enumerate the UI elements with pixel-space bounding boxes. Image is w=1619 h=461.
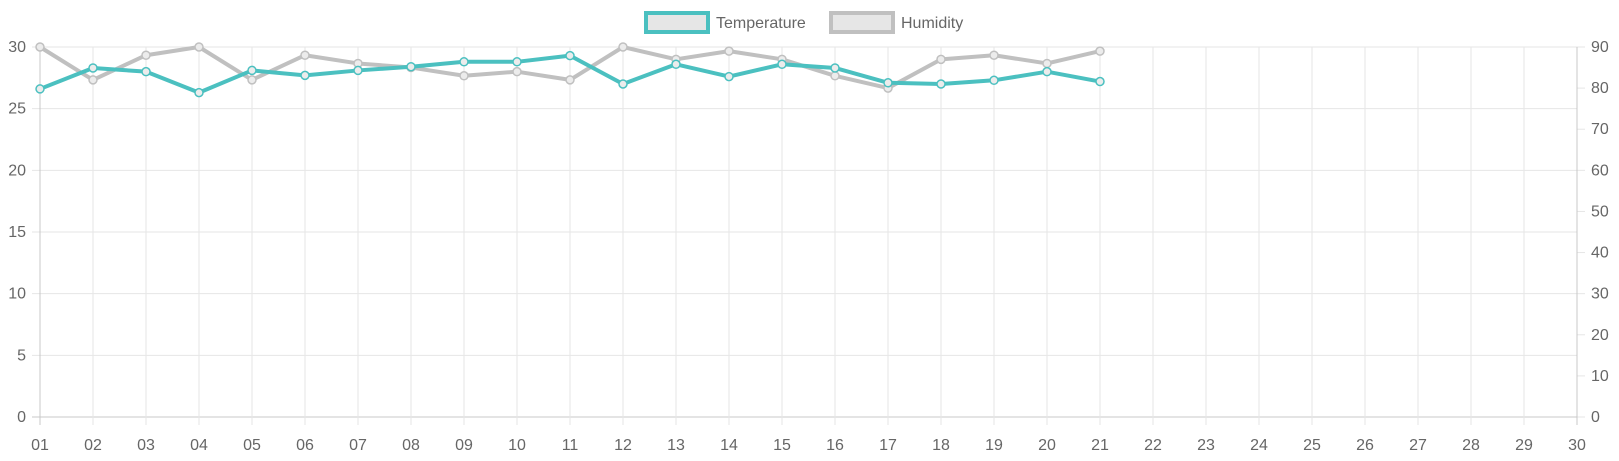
temperature-point[interactable] bbox=[936, 79, 946, 89]
x-tick-label: 23 bbox=[1197, 437, 1215, 454]
humidity-point[interactable] bbox=[1042, 58, 1052, 69]
temperature-point[interactable] bbox=[777, 59, 787, 70]
x-tick-label: 10 bbox=[508, 437, 526, 454]
temperature-point[interactable] bbox=[247, 65, 257, 76]
humidity-point[interactable] bbox=[618, 42, 628, 52]
y-right-tick-label: 40 bbox=[1591, 245, 1609, 262]
humidity-point[interactable] bbox=[1095, 46, 1105, 56]
x-tick-label: 07 bbox=[349, 437, 367, 454]
humidity-point[interactable] bbox=[565, 75, 575, 85]
x-tick-label: 14 bbox=[720, 437, 738, 454]
humidity-point[interactable] bbox=[724, 46, 734, 56]
y-left-tick-label: 30 bbox=[8, 39, 26, 56]
legend-swatch-temperature bbox=[644, 11, 710, 34]
x-tick-label: 17 bbox=[879, 437, 897, 454]
temperature-point[interactable] bbox=[353, 65, 363, 76]
y-right-tick-label: 80 bbox=[1591, 80, 1609, 97]
y-left-tick-label: 15 bbox=[8, 224, 26, 241]
humidity-point[interactable] bbox=[141, 50, 151, 60]
x-tick-label: 08 bbox=[402, 437, 420, 454]
temperature-point[interactable] bbox=[88, 63, 98, 73]
temperature-point[interactable] bbox=[671, 59, 681, 70]
temperature-point[interactable] bbox=[724, 71, 734, 82]
x-tick-label: 28 bbox=[1462, 437, 1480, 454]
temperature-point[interactable] bbox=[300, 70, 310, 81]
x-tick-label: 13 bbox=[667, 437, 685, 454]
y-right-tick-label: 90 bbox=[1591, 39, 1609, 56]
temperature-point[interactable] bbox=[1095, 76, 1105, 87]
x-tick-label: 05 bbox=[243, 437, 261, 454]
x-tick-label: 09 bbox=[455, 437, 473, 454]
humidity-point[interactable] bbox=[88, 75, 98, 85]
humidity-point[interactable] bbox=[247, 75, 257, 85]
humidity-point[interactable] bbox=[300, 50, 310, 60]
x-tick-label: 22 bbox=[1144, 437, 1162, 454]
temperature-point[interactable] bbox=[194, 87, 204, 98]
temperature-point[interactable] bbox=[406, 61, 416, 72]
x-tick-label: 18 bbox=[932, 437, 950, 454]
y-left-tick-label: 5 bbox=[17, 347, 26, 364]
x-tick-label: 21 bbox=[1091, 437, 1109, 454]
humidity-point[interactable] bbox=[459, 71, 469, 81]
temperature-point[interactable] bbox=[35, 84, 45, 94]
temperature-point[interactable] bbox=[459, 57, 469, 67]
x-tick-label: 11 bbox=[562, 437, 579, 454]
x-tick-label: 03 bbox=[137, 437, 155, 454]
y-right-tick-label: 70 bbox=[1591, 121, 1609, 138]
x-tick-label: 27 bbox=[1409, 437, 1427, 454]
x-tick-label: 01 bbox=[31, 437, 49, 454]
humidity-point[interactable] bbox=[512, 66, 522, 77]
x-tick-label: 15 bbox=[773, 437, 791, 454]
x-tick-label: 16 bbox=[826, 437, 844, 454]
legend-item-humidity[interactable]: Humidity bbox=[829, 11, 963, 34]
x-tick-label: 06 bbox=[296, 437, 314, 454]
humidity-point[interactable] bbox=[989, 50, 999, 60]
grid bbox=[32, 46, 1585, 425]
y-right-tick-label: 20 bbox=[1591, 327, 1609, 344]
temperature-point[interactable] bbox=[883, 78, 893, 88]
y-right-tick-label: 30 bbox=[1591, 286, 1609, 303]
y-left-tick-label: 20 bbox=[8, 162, 26, 179]
series bbox=[35, 42, 1105, 98]
temperature-point[interactable] bbox=[830, 63, 840, 73]
y-left-tick-label: 10 bbox=[8, 286, 26, 303]
legend-swatch-humidity bbox=[829, 11, 895, 34]
y-right-tick-label: 0 bbox=[1591, 409, 1600, 426]
legend[interactable]: Temperature Humidity bbox=[644, 11, 963, 34]
humidity-point[interactable] bbox=[194, 42, 204, 52]
y-right-tick-label: 10 bbox=[1591, 368, 1609, 385]
temperature-point[interactable] bbox=[1042, 66, 1052, 77]
temperature-point[interactable] bbox=[618, 79, 628, 89]
x-tick-label: 12 bbox=[614, 437, 632, 454]
y-right-tick-label: 60 bbox=[1591, 162, 1609, 179]
legend-label-temperature: Temperature bbox=[716, 15, 806, 32]
temperature-point[interactable] bbox=[141, 66, 151, 77]
humidity-point[interactable] bbox=[35, 42, 45, 52]
x-tick-label: 25 bbox=[1303, 437, 1321, 454]
y-left-tick-label: 25 bbox=[8, 101, 26, 118]
x-tick-label: 04 bbox=[190, 437, 208, 454]
x-tick-label: 24 bbox=[1250, 437, 1268, 454]
x-tick-label: 20 bbox=[1038, 437, 1056, 454]
y-right-tick-label: 50 bbox=[1591, 203, 1609, 220]
temperature-point[interactable] bbox=[512, 57, 522, 67]
x-tick-label: 30 bbox=[1568, 437, 1586, 454]
x-tick-label: 19 bbox=[985, 437, 1003, 454]
legend-item-temperature[interactable]: Temperature bbox=[644, 11, 806, 34]
humidity-point[interactable] bbox=[830, 71, 840, 81]
x-tick-label: 29 bbox=[1515, 437, 1533, 454]
y-left-tick-label: 0 bbox=[17, 409, 26, 426]
x-tick-label: 02 bbox=[84, 437, 102, 454]
legend-label-humidity: Humidity bbox=[901, 15, 963, 32]
temperature-point[interactable] bbox=[565, 50, 575, 61]
x-tick-label: 26 bbox=[1356, 437, 1374, 454]
humidity-point[interactable] bbox=[936, 54, 946, 65]
temperature-point[interactable] bbox=[989, 75, 999, 86]
